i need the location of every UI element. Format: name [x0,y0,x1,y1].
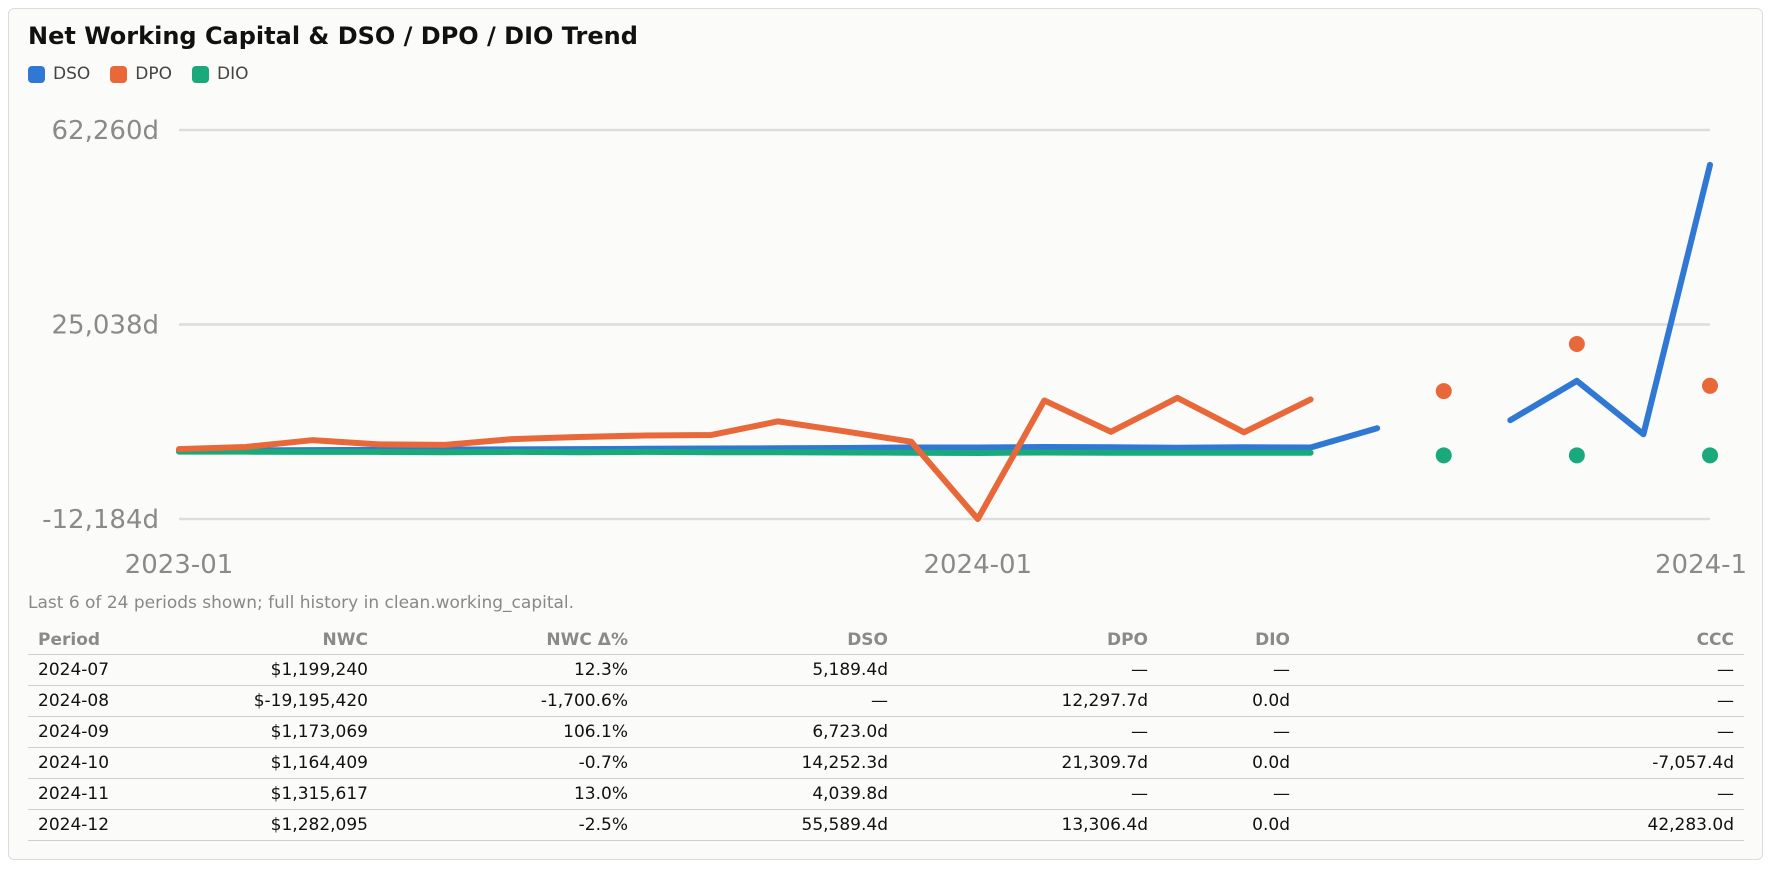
dpo-point [1568,335,1585,352]
dpo-point [1435,383,1452,400]
dpo-line [176,394,1314,522]
cell-dpo: 13,306.4d [898,809,1158,841]
cell-period: 2024-08 [28,685,128,717]
cell-nwc: $1,173,069 [128,716,378,748]
table-row: 2024-09 $1,173,069 106.1% 6,723.0d — — — [28,716,1744,748]
line-chart: 62,260d 25,038d -12,184d 2023-01 2024-01 2024… [42,116,1747,580]
cell-dso: 5,189.4d [638,654,898,686]
legend-swatch-dio [192,65,209,83]
col-header-nwc-delta: NWC Δ% [378,626,638,655]
cell-nwc-delta: -1,700.6% [378,685,638,717]
cell-nwc: $1,315,617 [128,778,378,810]
table-header-row: Period NWC NWC Δ% DSO DPO DIO CCC [28,626,1744,655]
cell-dso: 6,723.0d [638,716,898,748]
cell-dso: 14,252.3d [638,747,898,779]
dpo-point [1702,377,1718,394]
legend-label-dio: DIO [217,64,249,84]
cell-ccc: — [1300,654,1744,686]
table-row: 2024-10 $1,164,409 -0.7% 14,252.3d 21,309.7d… [28,747,1744,779]
cell-period: 2024-11 [28,778,128,810]
cell-dpo: 21,309.7d [898,747,1158,779]
cell-period: 2024-07 [28,654,128,686]
cell-nwc: $1,199,240 [128,654,378,686]
cell-dpo: 12,297.7d [898,685,1158,717]
col-header-ccc: CCC [1300,626,1744,655]
table-row: 2024-08 $-19,195,420 -1,700.6% —12,297.7d 0.… [28,685,1744,717]
table-row: 2024-12 $1,282,095 -2.5% 55,589.4d 13,306.4d… [28,809,1744,841]
cell-dio: 0.0d [1158,685,1300,717]
legend-swatch-dso [28,65,45,83]
legend-item-dio: DIO [192,64,249,84]
chart-legend: DSO DPO DIO [28,64,249,84]
dso-line [1507,161,1713,438]
cell-nwc: $1,164,409 [128,747,378,779]
y-tick-label: -12,184d [42,505,159,535]
col-header-period: Period [28,626,128,655]
cell-ccc: -7,057.4d [1300,747,1744,779]
cell-nwc-delta: 13.0% [378,778,638,810]
cell-dso: 55,589.4d [638,809,898,841]
cell-ccc: — [1300,685,1744,717]
cell-period: 2024-10 [28,747,128,779]
cell-dpo: — [898,778,1158,810]
col-header-nwc: NWC [128,626,378,655]
cell-ccc: 42,283.0d [1300,809,1744,841]
cell-nwc-delta: -0.7% [378,747,638,779]
dio-point [1568,447,1585,464]
cell-dio: 0.0d [1158,809,1300,841]
cell-dio: 0.0d [1158,747,1300,779]
legend-item-dso: DSO [28,64,90,84]
legend-swatch-dpo [110,65,128,83]
legend-item-dpo: DPO [110,64,172,84]
dso-line [176,425,1381,454]
cell-dio: — [1158,778,1300,810]
y-tick-label: 25,038d [52,311,159,341]
cell-nwc-delta: 12.3% [378,654,638,686]
y-tick-label: 62,260d [52,116,159,146]
cell-nwc: $1,282,095 [128,809,378,841]
table-row: 2024-11 $1,315,617 13.0% 4,039.8d — — — [28,778,1744,810]
cell-dpo: — [898,654,1158,686]
dio-line [176,448,1314,456]
col-header-dso: DSO [638,626,898,655]
x-tick-label: 2023-01 [125,550,234,580]
legend-label-dso: DSO [53,64,91,84]
cell-dso: 4,039.8d [638,778,898,810]
cell-nwc-delta: 106.1% [378,716,638,748]
cell-ccc: — [1300,778,1744,810]
col-header-dio: DIO [1158,626,1300,655]
cell-dpo: — [898,716,1158,748]
cell-nwc-delta: -2.5% [378,809,638,841]
cell-period: 2024-09 [28,716,128,748]
x-tick-label: 2024-01 [923,550,1032,580]
x-tick-label: 2024-1 [1655,550,1747,580]
col-header-dpo: DPO [898,626,1158,655]
footnote: Last 6 of 24 periods shown; full history… [28,593,575,613]
periods-table: Period NWC NWC Δ% DSO DPO DIO CCC 2024-0… [28,626,1744,841]
dio-point [1702,447,1718,464]
table-row: 2024-07 $1,199,240 12.3% 5,189.4d — — — [28,654,1744,686]
cell-dso: — [638,685,898,717]
cell-dio: — [1158,716,1300,748]
dio-point [1435,447,1452,464]
cell-period: 2024-12 [28,809,128,841]
cell-dio: — [1158,654,1300,686]
cell-nwc: $-19,195,420 [128,685,378,717]
cell-ccc: — [1300,716,1744,748]
legend-label-dpo: DPO [135,64,172,84]
chart-title: Net Working Capital & DSO / DPO / DIO Tr… [28,22,638,50]
